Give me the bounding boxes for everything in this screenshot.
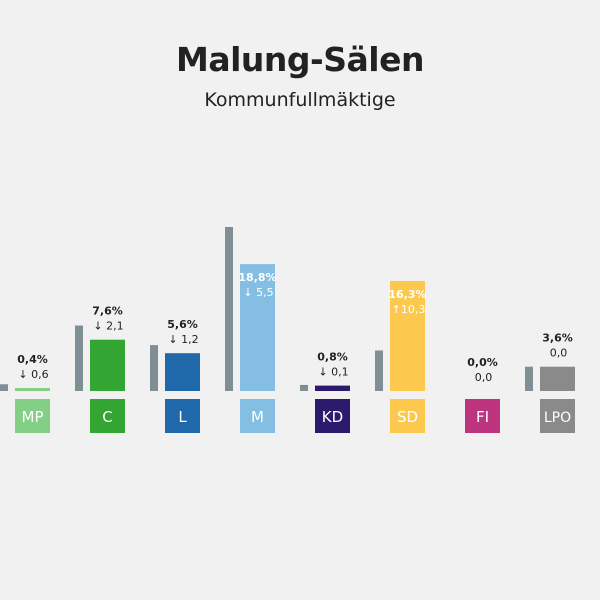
party-label-c: C bbox=[102, 408, 112, 426]
previous-bar-sd bbox=[375, 350, 383, 391]
party-badge-c bbox=[90, 399, 125, 433]
value-label-kd: 0,8% bbox=[317, 351, 348, 364]
value-label-sd: 16,3% bbox=[388, 288, 426, 301]
party-badge-fi bbox=[465, 399, 500, 433]
value-label-mp: 0,4% bbox=[17, 353, 48, 366]
party-badge-m bbox=[240, 399, 275, 433]
party-badge-kd bbox=[315, 399, 350, 433]
change-label-l: ↓ 1,2 bbox=[168, 333, 198, 346]
previous-bar-c bbox=[75, 325, 83, 391]
party-badge-lpo bbox=[540, 399, 575, 433]
party-label-mp: MP bbox=[22, 408, 44, 426]
value-label-m: 18,8% bbox=[238, 271, 276, 284]
party-badge-mp bbox=[15, 399, 50, 433]
previous-bar-mp bbox=[0, 384, 8, 391]
party-label-sd: SD bbox=[397, 408, 418, 426]
party-label-m: M bbox=[251, 408, 264, 426]
party-label-lpo: LPO bbox=[544, 410, 571, 426]
bar-mp bbox=[15, 388, 50, 391]
previous-bar-m bbox=[225, 226, 233, 391]
bar-sd bbox=[390, 280, 425, 391]
chart-title: Malung-Sälen bbox=[176, 40, 424, 79]
change-label-c: ↓ 2,1 bbox=[93, 320, 123, 333]
bar-kd bbox=[315, 385, 350, 391]
bar-lpo bbox=[540, 366, 575, 391]
change-label-sd: ↑10,3 bbox=[392, 303, 426, 316]
value-label-l: 5,6% bbox=[167, 318, 198, 331]
change-label-lpo: 0,0 bbox=[550, 347, 568, 360]
value-label-lpo: 3,6% bbox=[542, 332, 573, 345]
bar-l bbox=[165, 353, 200, 391]
change-label-kd: ↓ 0,1 bbox=[318, 366, 348, 379]
chart-subtitle: Kommunfullmäktige bbox=[204, 89, 396, 111]
value-label-fi: 0,0% bbox=[467, 356, 498, 369]
change-label-mp: ↓ 0,6 bbox=[18, 368, 48, 381]
change-label-fi: 0,0 bbox=[475, 371, 493, 384]
party-label-l: L bbox=[178, 408, 187, 426]
change-label-m: ↓ 5,5 bbox=[243, 286, 273, 299]
value-label-c: 7,6% bbox=[92, 305, 123, 318]
party-badge-l bbox=[165, 399, 200, 433]
previous-bar-kd bbox=[300, 384, 308, 391]
previous-bar-lpo bbox=[525, 366, 533, 391]
previous-bar-l bbox=[150, 345, 158, 391]
bar-c bbox=[90, 339, 125, 391]
party-label-kd: KD bbox=[322, 408, 343, 426]
party-badge-sd bbox=[390, 399, 425, 433]
bar-m bbox=[240, 264, 275, 391]
party-label-fi: FI bbox=[476, 408, 489, 426]
